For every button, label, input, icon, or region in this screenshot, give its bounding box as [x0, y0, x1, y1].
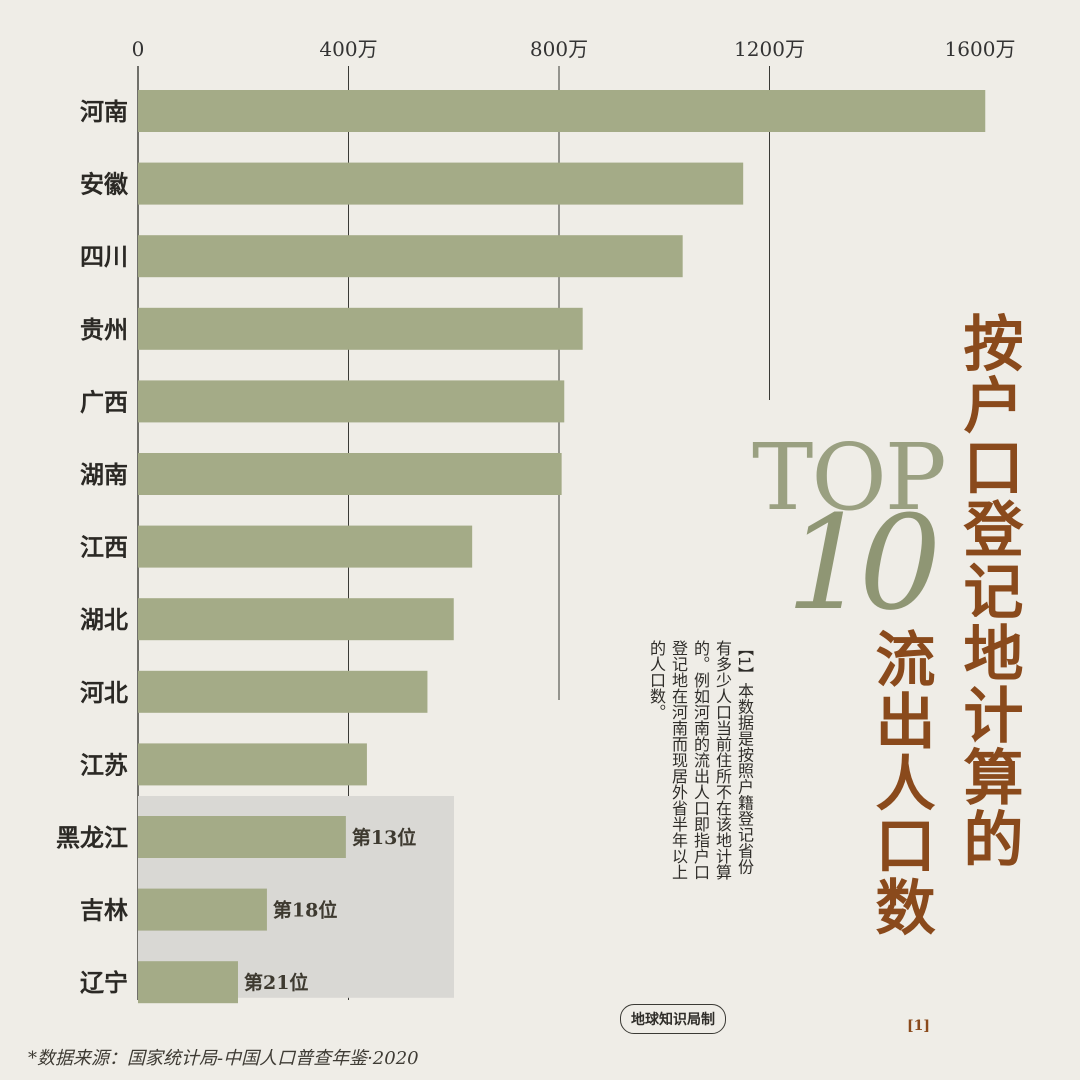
labels-layer: 0 400万 800万 1200万 1600万河南安徽四川贵州广西湖南江西湖北河北江苏黑… — [56, 37, 1015, 997]
tick-label: 800万 — [530, 37, 588, 61]
top-label: TOP — [752, 424, 947, 531]
bar — [138, 525, 473, 568]
category-label: 河南 — [80, 98, 128, 126]
category-label: 吉林 — [80, 897, 128, 925]
top-number: 10 — [786, 487, 941, 639]
data-source: *数据来源：国家统计局-中国人口普查年鉴·2020 — [28, 1048, 419, 1069]
category-label: 四川 — [80, 243, 128, 271]
category-label: 江苏 — [80, 751, 128, 779]
bar — [138, 162, 744, 205]
bar — [138, 816, 346, 858]
tick-label: 400万 — [319, 37, 377, 61]
bar — [138, 961, 238, 1004]
category-label: 安徽 — [80, 171, 129, 199]
page-title: 按户口登记地计算的 — [953, 312, 1023, 870]
footnote-text: 【1】本数据是按照户籍登记省份有多少人口当前住所不在该地计算的。例如河南的流出人… — [647, 640, 754, 880]
category-label: 广西 — [80, 388, 128, 416]
tick-label: 0 — [132, 37, 145, 61]
rank-label: 第18位 — [273, 899, 337, 922]
bar — [138, 453, 562, 495]
category-label: 河北 — [80, 679, 128, 707]
category-label: 贵州 — [80, 316, 128, 344]
page-title-line2: 流出人口数 — [865, 628, 935, 938]
rank-label: 第21位 — [244, 971, 308, 994]
credit-badge: 地球知识局制 — [620, 1004, 726, 1034]
bars-layer — [138, 90, 986, 1004]
bar — [138, 670, 428, 713]
category-label: 湖北 — [80, 606, 128, 634]
bar — [138, 235, 683, 278]
category-label: 湖南 — [80, 461, 128, 489]
tick-label: 1600万 — [945, 37, 1016, 61]
category-label: 黑龙江 — [56, 824, 128, 852]
rank-label: 第13位 — [352, 826, 416, 849]
bar — [138, 380, 565, 423]
bar — [138, 90, 986, 132]
footnote-mark: [1] — [907, 1018, 930, 1034]
bar — [138, 307, 583, 350]
bar — [138, 743, 367, 786]
category-label: 江西 — [80, 534, 128, 562]
tick-label: 1200万 — [734, 37, 805, 61]
category-label: 辽宁 — [80, 969, 128, 997]
bar — [138, 598, 454, 641]
bar — [138, 888, 267, 931]
